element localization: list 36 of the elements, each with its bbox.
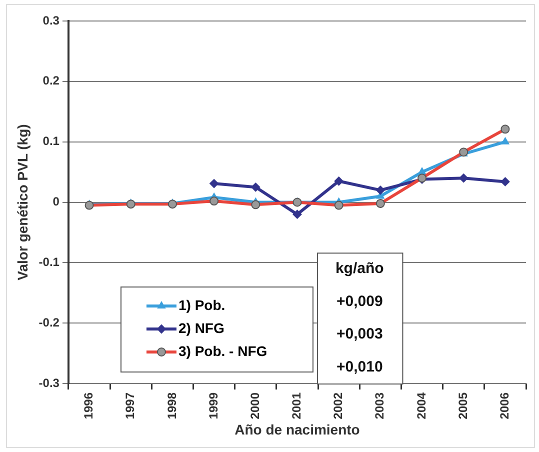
- x-tick-label: 2001: [290, 392, 304, 420]
- legend-label: 1) Pob.: [178, 296, 226, 313]
- x-tick-label: 2002: [331, 392, 346, 420]
- point: [210, 179, 219, 188]
- point: [292, 210, 302, 219]
- y-tick-label: 0.1: [42, 134, 60, 148]
- x-axis-title: Año de nacimiento: [234, 421, 360, 438]
- y-tick-label: -0.2: [38, 315, 60, 330]
- point: [418, 168, 426, 175]
- x-tick-label: 2005: [456, 392, 470, 420]
- x-tick-label: 2000: [248, 392, 262, 420]
- x-tick-label: 2006: [498, 392, 512, 420]
- annotation: +0,003: [336, 326, 383, 343]
- y-tick-label: -0.1: [38, 254, 60, 269]
- x-tick-label: 1997: [123, 392, 138, 420]
- point: [334, 176, 344, 186]
- point: [501, 137, 510, 144]
- legend-label: 2) NFG: [178, 320, 224, 336]
- legend-label: 3) Pob. - NFG: [178, 342, 268, 359]
- annotation: +0,010: [336, 358, 383, 376]
- y-tick-label: 0.3: [42, 13, 60, 28]
- y-axis-title: Valor genético PVL (kg): [14, 124, 30, 280]
- x-tick-label: 1999: [206, 392, 220, 420]
- y-tick-label: 0.2: [42, 74, 60, 88]
- point: [251, 182, 260, 192]
- x-tick-label: 2003: [372, 392, 387, 420]
- point: [500, 177, 510, 186]
- x-tick-label: 1996: [82, 392, 96, 420]
- point: [376, 186, 385, 195]
- point: [459, 174, 468, 183]
- y-tick-label: 0: [52, 194, 60, 209]
- annotation: +0,009: [336, 292, 383, 310]
- annotation: kg/año: [335, 260, 384, 278]
- x-tick-label: 1998: [164, 392, 179, 420]
- x-tick-label: 2004: [414, 392, 428, 420]
- y-tick-label: -0.3: [38, 376, 60, 390]
